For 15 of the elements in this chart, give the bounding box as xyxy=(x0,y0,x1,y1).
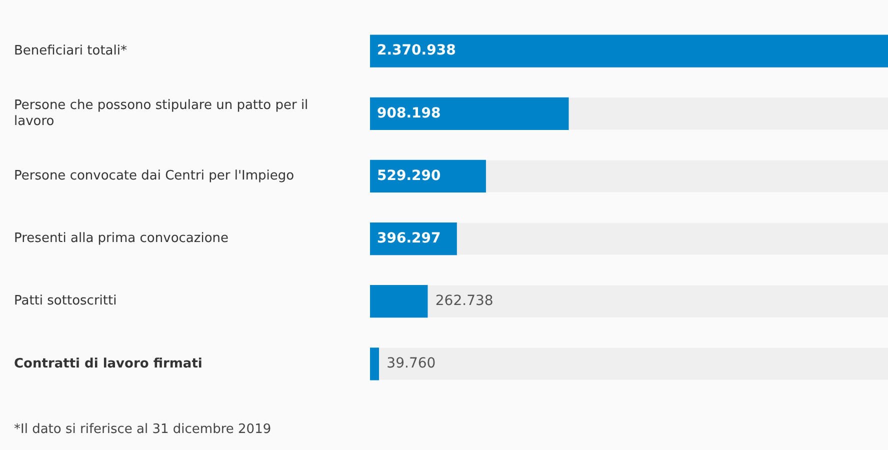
y-tick-label: Persone che possono stipulare un patto per il lavoro xyxy=(14,98,308,129)
data-label: 2.370.938 xyxy=(377,42,456,59)
bar xyxy=(370,285,428,318)
data-label: 262.738 xyxy=(435,292,494,309)
data-label: 39.760 xyxy=(386,356,436,372)
data-label: 529.290 xyxy=(377,168,442,184)
y-tick-label: Contratti di lavoro firmati xyxy=(14,356,202,372)
y-tick-label: Persone convocate dai Centri per l'Impiego xyxy=(14,168,294,184)
data-label: 908.198 xyxy=(377,105,441,122)
text: *Il dato si riferisce al 31 dicembre 2019 xyxy=(14,422,272,437)
y-tick-label: Beneficiari totali* xyxy=(14,43,128,58)
y-tick-label: Patti sottoscritti xyxy=(14,294,117,309)
data-label: 396.297 xyxy=(377,230,441,246)
bar xyxy=(370,348,380,380)
y-tick-label: Presenti alla prima convocazione xyxy=(14,231,229,246)
